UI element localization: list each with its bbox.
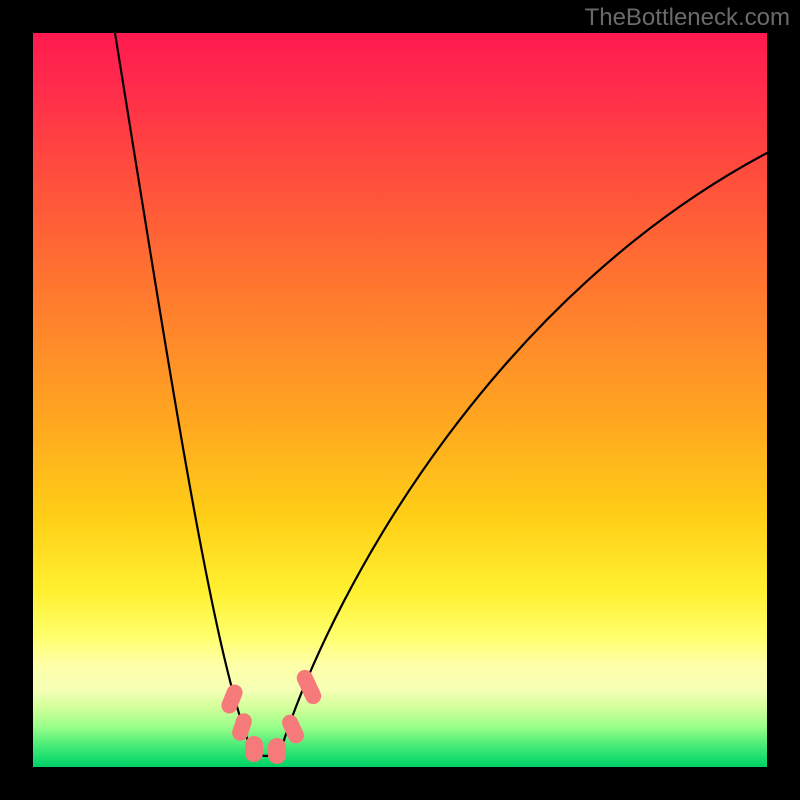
watermark-text: TheBottleneck.com [585,4,790,32]
valley-marker [245,736,263,762]
chart-container: TheBottleneck.com [0,0,800,800]
valley-marker [268,738,286,764]
plot-area [33,33,767,767]
bottleneck-curve [281,153,767,749]
curve-svg [33,33,767,767]
bottleneck-curve [115,33,251,749]
